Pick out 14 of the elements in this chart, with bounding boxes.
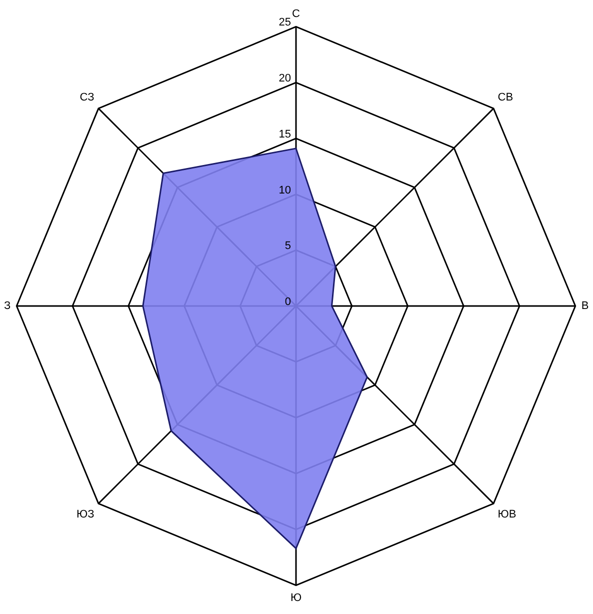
y-tick-label: 10 [278, 184, 291, 196]
spoke-label: ЮЗ [76, 508, 95, 520]
spoke-label: СВ [498, 92, 514, 104]
spoke-label: С [292, 8, 300, 20]
spoke-label: Ю [290, 592, 302, 604]
y-tick-label: 15 [278, 128, 291, 140]
y-tick-label: 25 [278, 16, 291, 29]
spoke-label: ЮВ [498, 508, 516, 520]
spoke-label: З [4, 300, 11, 312]
y-tick-label: 0 [284, 296, 291, 308]
y-tick-label: 5 [284, 240, 291, 252]
spoke-label: В [581, 300, 589, 312]
spoke-label: СЗ [80, 92, 95, 104]
y-tick-label: 20 [278, 72, 291, 85]
